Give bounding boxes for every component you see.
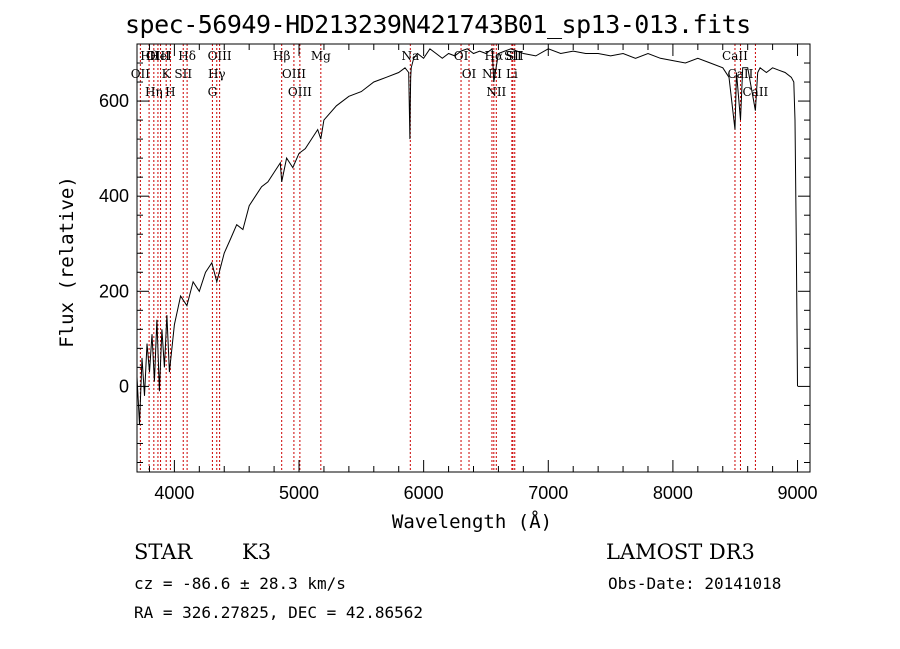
x-tick-label: 7000 xyxy=(528,483,568,503)
line-marker-label: OII xyxy=(131,67,151,81)
line-marker-label: CaII xyxy=(722,49,748,63)
line-marker-label: Na xyxy=(401,49,419,63)
line-marker-label: Hα xyxy=(485,49,504,63)
line-markers xyxy=(139,44,756,472)
x-tick-label: 5000 xyxy=(279,483,319,503)
line-marker-label: CaII xyxy=(728,67,754,81)
line-marker-label: Hδ xyxy=(178,49,196,63)
redshift-info: cz = -86.6 ± 28.3 km/s xyxy=(134,574,346,593)
line-marker-label: HeI xyxy=(149,49,172,63)
x-tick-label: 6000 xyxy=(404,483,444,503)
spectrum-line xyxy=(136,47,798,425)
line-marker-label: NII xyxy=(486,85,506,99)
line-marker-label: G xyxy=(208,85,218,99)
y-tick-label: 400 xyxy=(99,186,129,206)
x-tick-label: 8000 xyxy=(653,483,693,503)
coordinates: RA = 326.27825, DEC = 42.86562 xyxy=(134,603,423,622)
line-marker-label: OIII xyxy=(146,49,170,63)
x-axis-label: Wavelength (Å) xyxy=(391,511,553,533)
line-marker-label: Mg xyxy=(311,49,331,63)
line-marker-label: CaII xyxy=(742,85,768,99)
line-marker-label: SII xyxy=(506,49,524,63)
plot-frame xyxy=(136,43,811,473)
line-marker-label: K xyxy=(162,67,172,81)
line-marker-label: Hθ xyxy=(140,49,158,63)
obs-date: Obs-Date: 20141018 xyxy=(608,574,782,593)
line-marker-labels: HθOIIHηOIIIHeIKHHδSIIOIIIHγGHβOIIIOIIIMg… xyxy=(131,49,769,99)
survey-name: LAMOST DR3 xyxy=(606,540,755,564)
subclass: K3 xyxy=(242,540,272,564)
x-tick-label: 4000 xyxy=(154,483,194,503)
y-tick-label: 200 xyxy=(99,281,129,301)
y-tick-label: 0 xyxy=(119,376,129,396)
line-marker-label: SII xyxy=(174,67,192,81)
line-marker-label: OI xyxy=(454,49,469,63)
line-marker-label: OIII xyxy=(208,49,232,63)
y-axis-label: Flux (relative) xyxy=(56,176,78,348)
line-marker-label: H xyxy=(165,85,175,99)
axis-tick-labels: 4000 5000 6000 7000 8000 9000 0 200 400 600 xyxy=(99,91,818,503)
x-tick-label: 9000 xyxy=(778,483,818,503)
line-marker-label: Li xyxy=(506,67,518,81)
line-marker-label: OIII xyxy=(288,85,312,99)
axis-ticks xyxy=(137,44,810,472)
object-class: STAR xyxy=(134,540,193,564)
line-marker-label: Hγ xyxy=(208,67,226,81)
line-marker-label: OI xyxy=(462,67,477,81)
line-marker-label: Hη xyxy=(145,85,163,99)
line-marker-label: OIII xyxy=(282,67,306,81)
chart-title: spec-56949-HD213239N421743B01_sp13-013.f… xyxy=(125,10,751,39)
y-tick-label: 600 xyxy=(99,91,129,111)
line-marker-label: SII xyxy=(504,49,522,63)
line-marker-label: NII xyxy=(482,67,502,81)
line-marker-label: Hβ xyxy=(273,49,290,63)
